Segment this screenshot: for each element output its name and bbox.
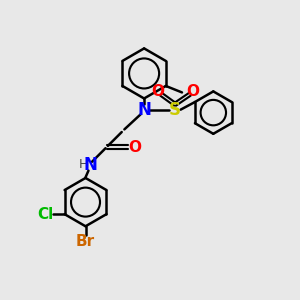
Text: O: O [186, 85, 199, 100]
Text: N: N [84, 156, 98, 174]
Text: H: H [79, 158, 88, 171]
Text: O: O [152, 85, 165, 100]
Text: Cl: Cl [38, 207, 54, 222]
Text: Br: Br [76, 234, 95, 249]
Text: S: S [169, 101, 181, 119]
Text: O: O [128, 140, 141, 154]
Text: N: N [137, 101, 151, 119]
